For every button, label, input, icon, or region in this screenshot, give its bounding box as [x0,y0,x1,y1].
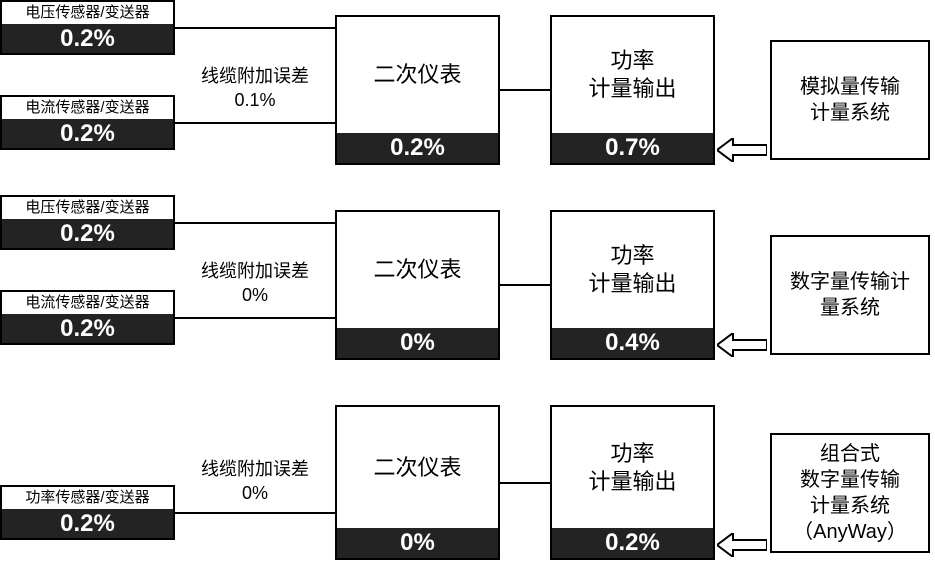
sensor-box: 电压传感器/变送器0.2% [0,0,175,55]
cable-error-value: 0% [180,481,330,505]
instrument-box: 二次仪表0% [335,405,500,560]
connector [175,27,335,29]
system-line: 数字量传输计 [790,269,910,295]
sensor-label: 电流传感器/变送器 [2,97,173,119]
sensor-box: 电压传感器/变送器0.2% [0,195,175,250]
sensor-value: 0.2% [2,24,173,53]
connector [175,222,335,224]
cable-error: 线缆附加误差0% [180,457,330,505]
output-label: 功率计量输出 [552,17,713,133]
system-box: 模拟量传输计量系统 [770,40,930,160]
output-box: 功率计量输出0.2% [550,405,715,560]
sensor-label: 功率传感器/变送器 [2,487,173,509]
output-value: 0.4% [552,328,713,358]
output-value: 0.7% [552,133,713,163]
connector [500,284,550,286]
system-box: 组合式数字量传输计量系统（AnyWay） [770,433,930,553]
system-line: 计量系统 [800,100,900,126]
connector [175,122,335,124]
system-line: 模拟量传输 [800,74,900,100]
connector [175,512,335,514]
sensor-label: 电流传感器/变送器 [2,292,173,314]
cable-error-label: 线缆附加误差 [180,457,330,481]
connector [175,317,335,319]
output-label: 功率计量输出 [552,407,713,528]
diagram-canvas: 电压传感器/变送器0.2%电流传感器/变送器0.2%线缆附加误差0.1%二次仪表… [0,0,935,587]
output-label: 功率计量输出 [552,212,713,328]
sensor-value: 0.2% [2,509,173,538]
instrument-label: 二次仪表 [337,212,498,328]
system-line: 数字量传输 [793,467,907,493]
cable-error-value: 0.1% [180,88,330,112]
sensor-box: 电流传感器/变送器0.2% [0,95,175,150]
cable-error: 线缆附加误差0.1% [180,64,330,112]
sensor-box: 功率传感器/变送器0.2% [0,485,175,540]
instrument-value: 0.2% [337,133,498,163]
connector [500,89,550,91]
cable-error: 线缆附加误差0% [180,259,330,307]
cable-error-label: 线缆附加误差 [180,259,330,283]
sensor-value: 0.2% [2,119,173,148]
arrow-left-icon [717,333,767,357]
system-line: 组合式 [793,441,907,467]
system-line: 量系统 [790,295,910,321]
sensor-value: 0.2% [2,219,173,248]
connector [500,482,550,484]
output-value: 0.2% [552,528,713,558]
cable-error-label: 线缆附加误差 [180,64,330,88]
cable-error-value: 0% [180,283,330,307]
sensor-label: 电压传感器/变送器 [2,2,173,24]
instrument-box: 二次仪表0% [335,210,500,360]
instrument-value: 0% [337,528,498,558]
arrow-left-icon [717,138,767,162]
arrow-left-icon [717,533,767,557]
instrument-value: 0% [337,328,498,358]
system-line: （AnyWay） [793,519,907,545]
sensor-label: 电压传感器/变送器 [2,197,173,219]
sensor-box: 电流传感器/变送器0.2% [0,290,175,345]
system-line: 计量系统 [793,493,907,519]
instrument-label: 二次仪表 [337,17,498,133]
instrument-box: 二次仪表0.2% [335,15,500,165]
output-box: 功率计量输出0.4% [550,210,715,360]
system-box: 数字量传输计量系统 [770,235,930,355]
sensor-value: 0.2% [2,314,173,343]
instrument-label: 二次仪表 [337,407,498,528]
output-box: 功率计量输出0.7% [550,15,715,165]
